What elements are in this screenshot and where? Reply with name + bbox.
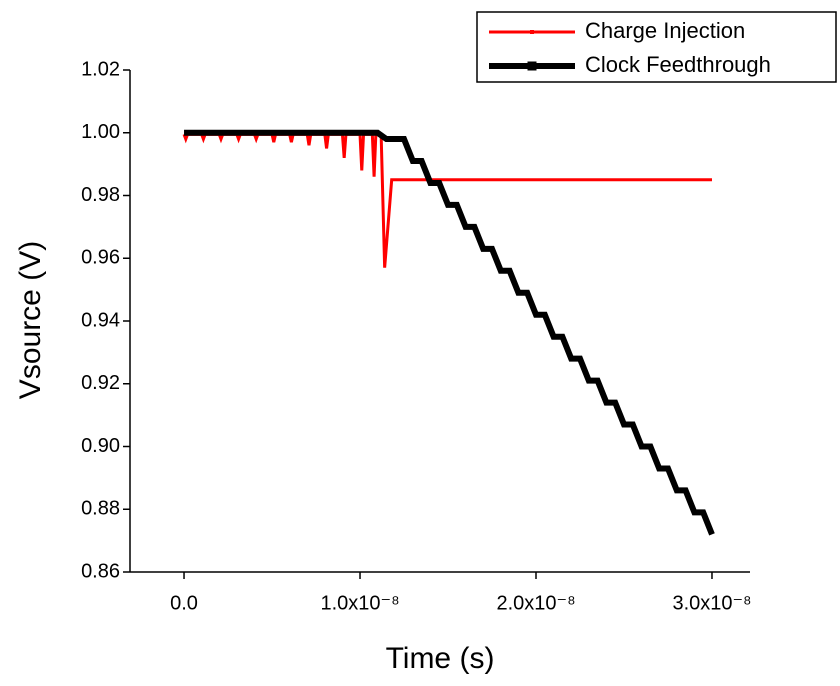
data-line	[184, 129, 715, 536]
x-tick-label: 0.0	[170, 592, 198, 614]
legend-label: Clock Feedthrough	[585, 52, 771, 77]
y-tick-label: 0.92	[81, 372, 120, 394]
y-tick-label: 0.88	[81, 498, 120, 520]
x-tick-label: 3.0x10⁻⁸	[672, 592, 751, 614]
x-axis-label: Time (s)	[386, 642, 495, 675]
x-tick-label: 1.0x10⁻⁸	[320, 592, 399, 614]
legend-marker	[527, 61, 537, 71]
y-tick-label: 1.02	[81, 58, 120, 80]
y-tick-label: 0.94	[81, 309, 120, 331]
y-tick-label: 0.90	[81, 435, 120, 457]
legend-box	[476, 11, 837, 83]
legend-label: Charge Injection	[585, 18, 745, 43]
y-tick-label: 0.98	[81, 184, 120, 206]
y-tick-label: 0.86	[81, 560, 120, 582]
legend-marker	[530, 30, 534, 34]
x-tick-label: 2.0x10⁻⁸	[496, 592, 575, 614]
y-tick-label: 0.96	[81, 247, 120, 269]
y-axis-label: Vsource (V)	[14, 241, 47, 399]
y-tick-label: 1.00	[81, 121, 120, 143]
